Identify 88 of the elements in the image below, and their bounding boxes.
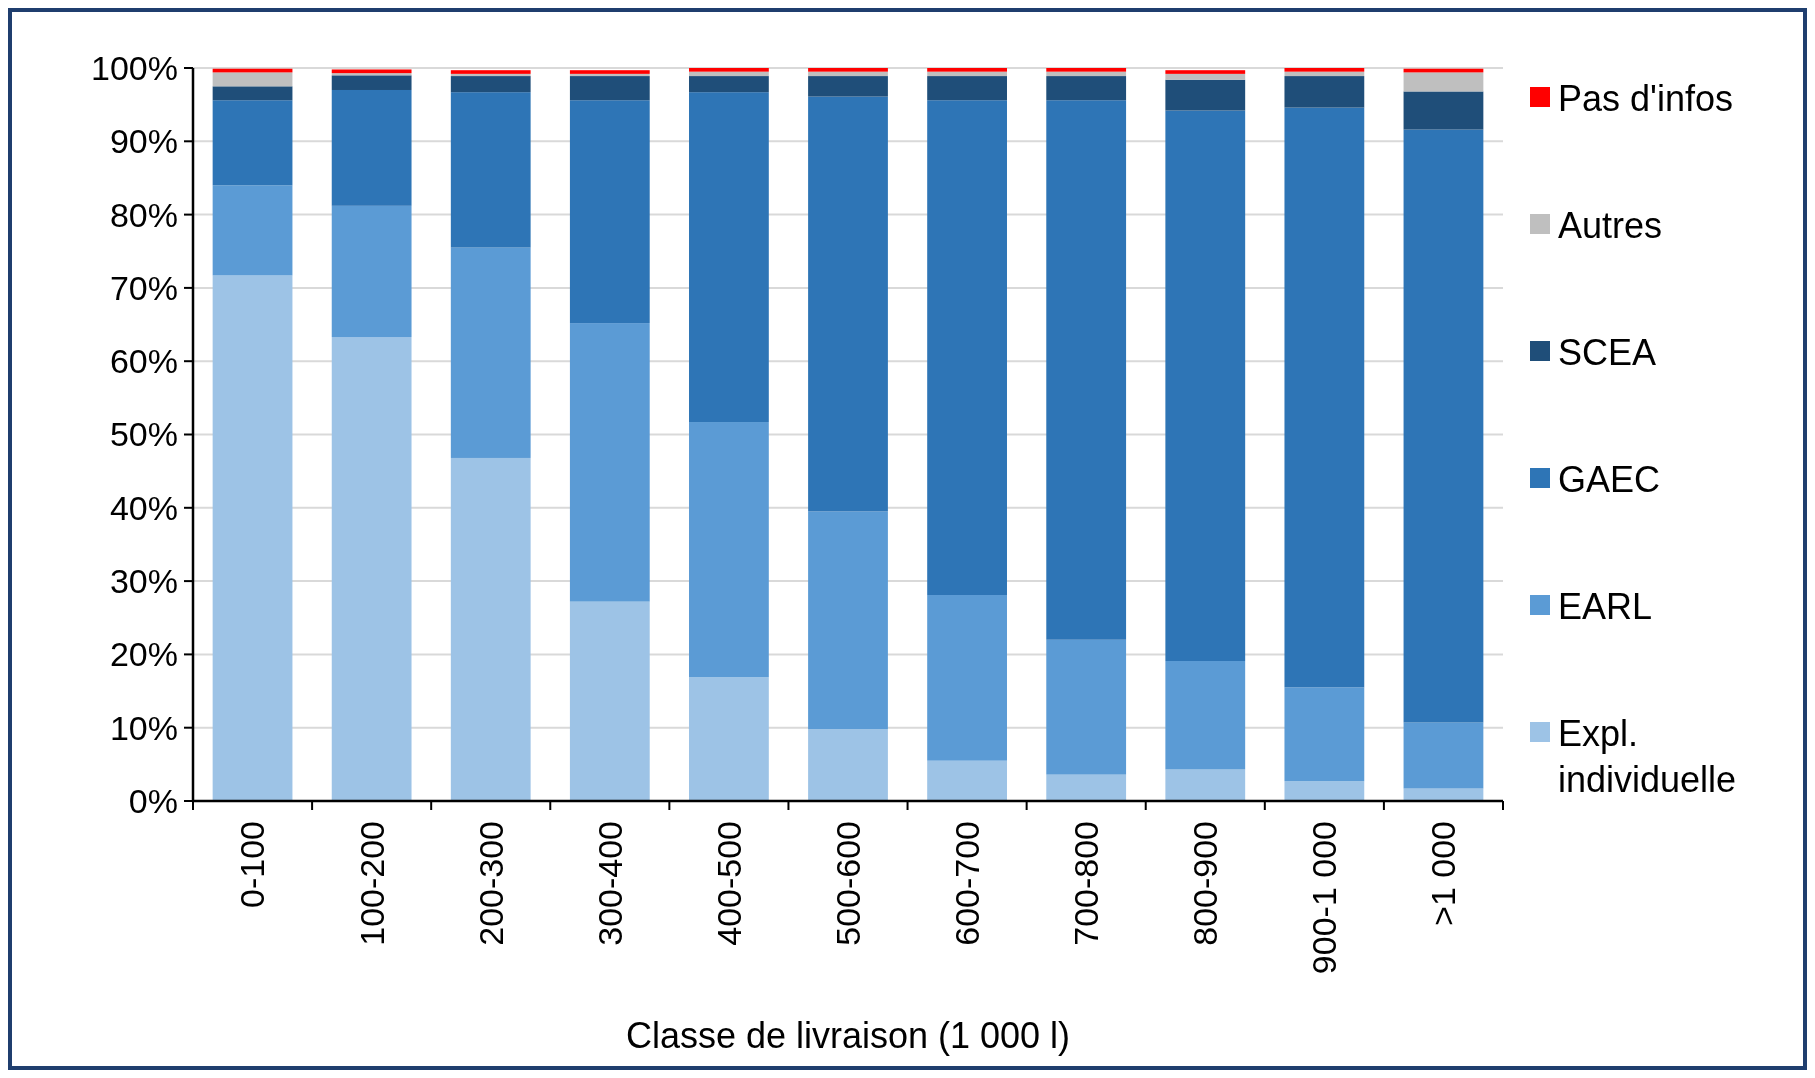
- y-tick-label: 100%: [91, 48, 178, 87]
- bar: [331, 89, 412, 206]
- bar: [569, 323, 650, 602]
- bar: [1165, 70, 1246, 74]
- bar: [808, 76, 888, 97]
- x-tick-label: 400-500: [709, 821, 748, 946]
- legend-label: Autres: [1558, 204, 1663, 246]
- bar: [808, 511, 888, 730]
- bar: [331, 75, 412, 90]
- bar: [1046, 639, 1127, 775]
- x-tick-label: 100-200: [352, 821, 391, 946]
- x-tick-label: 200-300: [471, 821, 510, 946]
- x-axis-title: Classe de livraison (1 000 l): [625, 1015, 1071, 1056]
- bar: [212, 185, 293, 276]
- x-tick-label: 0-100: [233, 821, 272, 908]
- x-tick-label: 900-1 000: [1305, 821, 1344, 975]
- bar: [808, 68, 888, 72]
- y-tick-label: 50%: [109, 415, 178, 454]
- bar: [927, 71, 1007, 77]
- bar: [808, 729, 888, 801]
- legend-label: GAEC: [1558, 458, 1661, 500]
- bar: [1046, 100, 1127, 640]
- bar: [689, 92, 769, 423]
- legend-label: Expl. individuelle: [1558, 712, 1737, 801]
- bar: [689, 677, 769, 801]
- bar: [569, 601, 650, 801]
- bar: [927, 68, 1007, 72]
- bar: [927, 100, 1007, 596]
- bar: [212, 100, 293, 186]
- x-tick-label: 800-900: [1186, 821, 1225, 946]
- bar: [1284, 687, 1365, 782]
- bar: [450, 457, 531, 801]
- x-tick-label: >1 000: [1424, 821, 1463, 926]
- bar: [1284, 76, 1365, 108]
- x-tick-label: 600-700: [947, 821, 986, 946]
- bar: [927, 595, 1007, 761]
- y-tick-label: 90%: [109, 122, 178, 161]
- bar: [689, 76, 769, 93]
- bar: [927, 76, 1007, 101]
- y-tick-label: 80%: [109, 195, 178, 234]
- y-tick-label: 30%: [109, 562, 178, 600]
- bar: [1403, 722, 1484, 789]
- x-tick-label: 700-800: [1067, 821, 1106, 946]
- bar: [1165, 661, 1246, 770]
- bar: [1403, 91, 1484, 130]
- y-tick-label: 0%: [128, 781, 178, 820]
- bar: [689, 71, 769, 77]
- bar: [569, 76, 650, 101]
- y-tick-label: 70%: [109, 268, 178, 307]
- bar: [1165, 110, 1246, 661]
- bar: [212, 72, 293, 87]
- bar: [1046, 774, 1127, 801]
- bar: [689, 422, 769, 678]
- bar: [450, 76, 531, 93]
- x-tick-label: 300-400: [590, 821, 629, 946]
- bar: [450, 92, 531, 248]
- legend-label: SCEA: [1558, 331, 1657, 373]
- bar: [450, 247, 531, 458]
- bar: [808, 71, 888, 77]
- bar: [569, 100, 650, 324]
- legend-label: Pas d'infos: [1558, 77, 1733, 119]
- bar: [331, 205, 412, 338]
- bar: [1046, 71, 1127, 77]
- bar: [331, 73, 412, 76]
- bar: [1284, 71, 1365, 77]
- bar: [689, 68, 769, 72]
- bar: [1165, 79, 1246, 111]
- bar: [808, 96, 888, 512]
- y-tick-label: 60%: [109, 342, 178, 381]
- bar: [1284, 107, 1365, 688]
- bar: [1165, 769, 1246, 801]
- bar: [1403, 129, 1484, 723]
- bar: [1046, 76, 1127, 101]
- x-tick-label: 500-600: [828, 821, 867, 946]
- bar: [1284, 68, 1365, 72]
- y-tick-label: 40%: [109, 488, 178, 527]
- bar: [927, 760, 1007, 801]
- bar: [1165, 73, 1246, 80]
- bar: [331, 337, 412, 801]
- legend-label: EARL: [1558, 585, 1653, 627]
- y-tick-label: 20%: [109, 635, 178, 674]
- bar: [212, 275, 293, 801]
- bar: [331, 69, 412, 74]
- bar: [1046, 68, 1127, 72]
- y-tick-label: 10%: [109, 708, 178, 747]
- bar: [1284, 781, 1365, 801]
- bar: [212, 86, 293, 101]
- bar: [1403, 72, 1484, 92]
